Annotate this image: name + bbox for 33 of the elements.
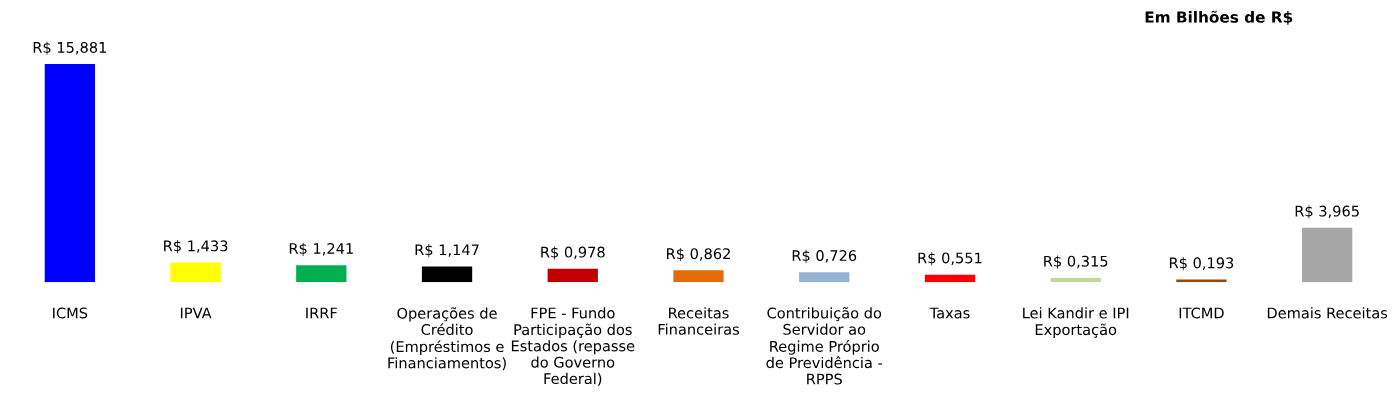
x-tick-label: Demais Receitas xyxy=(1267,307,1388,319)
x-tick-label: Contribuição do Servidor ao Regime Próprio de Previdência - RPPS xyxy=(766,306,883,385)
x-tick-label: IRRF xyxy=(306,307,337,319)
data-label: R$ 0,193 xyxy=(1169,257,1234,271)
bar xyxy=(296,265,347,283)
data-label: R$ 15,881 xyxy=(33,41,107,55)
bar xyxy=(1050,277,1101,283)
bar xyxy=(924,274,976,283)
bar xyxy=(170,262,221,283)
chart-title: Em Bilhões de R$ xyxy=(1145,10,1293,25)
bar xyxy=(1302,227,1353,283)
x-tick-label: FPE - Fundo Participação dos Estados (repasse do Governo Federal) xyxy=(511,307,635,386)
data-label: R$ 0,315 xyxy=(1044,255,1108,269)
x-tick-label: Lei Kandir e IPI Exportação xyxy=(1023,307,1129,338)
bar xyxy=(421,266,473,283)
x-tick-label: ITCMD xyxy=(1179,307,1224,319)
data-label: R$ 0,978 xyxy=(541,246,605,260)
bar xyxy=(547,268,598,283)
data-label: R$ 1,433 xyxy=(164,240,228,254)
data-label: R$ 3,965 xyxy=(1295,205,1359,219)
data-label: R$ 1,147 xyxy=(415,244,479,258)
x-tick-label: IPVA xyxy=(180,307,212,319)
data-label: R$ 0,551 xyxy=(918,252,982,266)
data-label: R$ 1,241 xyxy=(289,242,353,256)
data-label: R$ 0,862 xyxy=(667,247,730,262)
bar xyxy=(44,64,95,283)
x-tick-label: Taxas xyxy=(929,307,970,319)
data-label: R$ 0,726 xyxy=(792,249,857,264)
x-tick-label: Operações de Crédito (Empréstimos e Financiamentos) xyxy=(388,307,506,371)
x-tick-label: Receitas Financeiras xyxy=(658,307,739,335)
bar xyxy=(799,272,850,283)
x-tick-label: ICMS xyxy=(53,307,88,319)
bar xyxy=(673,270,724,283)
